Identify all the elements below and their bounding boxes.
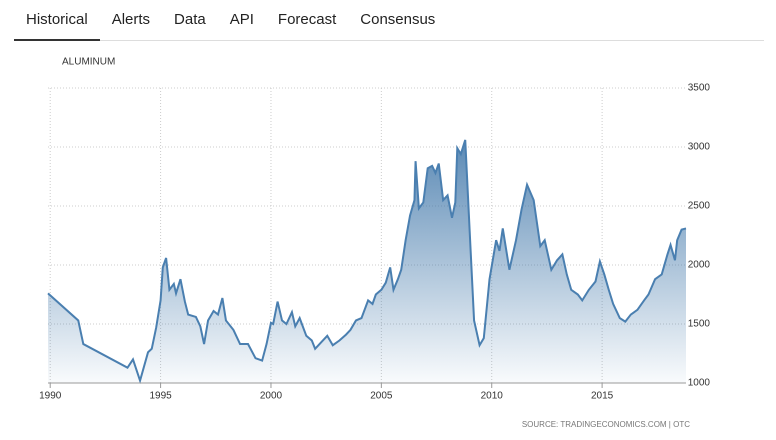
tab[interactable]: Alerts: [100, 0, 162, 40]
tab[interactable]: API: [218, 0, 266, 40]
y-tick-label: 1000: [688, 378, 711, 389]
tab-bar: Historical Alerts Data API Forecast Consensus: [14, 0, 764, 41]
chart-title: ALUMINUM: [62, 57, 115, 68]
x-tick-label: 1995: [149, 391, 172, 402]
y-tick-label: 3000: [688, 142, 711, 153]
y-tick-label: 3500: [688, 83, 711, 94]
tab[interactable]: Historical: [14, 0, 100, 41]
tab[interactable]: Data: [162, 0, 218, 40]
y-tick-label: 2000: [688, 260, 711, 271]
x-tick-label: 1990: [39, 391, 62, 402]
area: [48, 139, 686, 383]
source: SOURCE: TRADINGECONOMICS.COM | OTC: [522, 420, 690, 429]
tab[interactable]: Forecast: [266, 0, 348, 40]
x-tick-label: 2010: [481, 391, 504, 402]
x-tick-label: 2005: [370, 391, 393, 402]
y-tick-label: 2500: [688, 201, 711, 212]
x-tick-label: 2000: [260, 391, 283, 402]
tab[interactable]: Consensus: [348, 0, 447, 40]
x-tick-label: 2015: [591, 391, 614, 402]
line: [47, 139, 687, 385]
y-tick-label: 1500: [688, 319, 711, 330]
